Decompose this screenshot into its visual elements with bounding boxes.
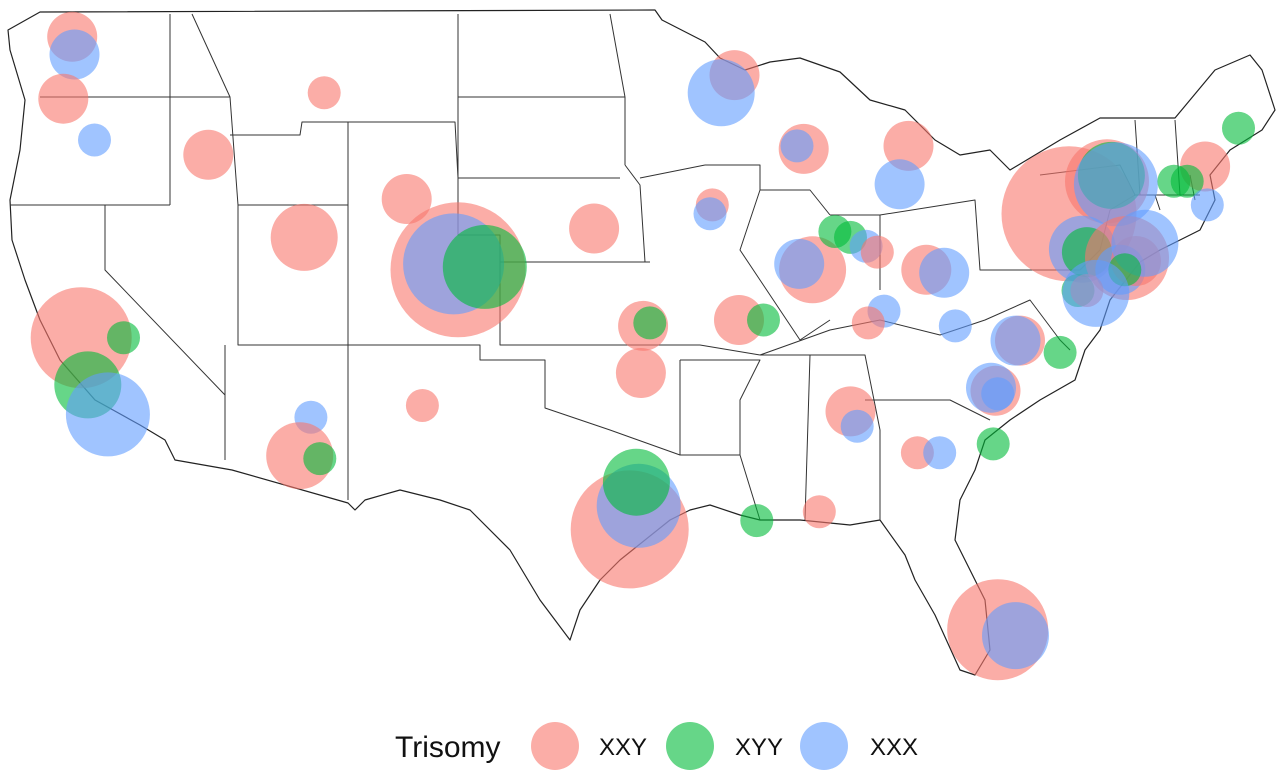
marker-xxx bbox=[780, 129, 814, 163]
marker-xxx bbox=[687, 59, 755, 127]
legend-items: XXY XYY XXX bbox=[531, 722, 918, 770]
legend: Trisomy XXY XYY XXX bbox=[395, 722, 918, 770]
marker-xxy bbox=[569, 203, 620, 254]
marker-xxy bbox=[405, 389, 439, 422]
marker-xxx bbox=[693, 197, 727, 231]
marker-xxy bbox=[883, 120, 934, 171]
marker-xxx bbox=[1073, 142, 1158, 227]
marker-xyy bbox=[1222, 111, 1255, 145]
marker-xyy bbox=[602, 448, 670, 516]
marker-xyy bbox=[976, 427, 1010, 461]
marker-xxx bbox=[1190, 188, 1224, 222]
marker-xxx bbox=[1062, 259, 1130, 327]
marker-xxy bbox=[851, 306, 885, 340]
legend-key-xxy bbox=[531, 722, 579, 770]
marker-xxx bbox=[774, 238, 825, 289]
marker-xxy bbox=[307, 76, 341, 110]
marker-xxy bbox=[38, 73, 89, 124]
legend-key-xxx bbox=[800, 722, 848, 770]
marker-xxy bbox=[270, 203, 338, 271]
marker-xyy bbox=[107, 321, 140, 355]
marker-xxx bbox=[49, 29, 100, 80]
marker-xyy bbox=[1043, 335, 1077, 369]
marker-xxx bbox=[65, 372, 150, 457]
markers-layer bbox=[30, 11, 1255, 681]
marker-xxy bbox=[714, 295, 764, 345]
marker-xxx bbox=[982, 602, 1049, 670]
legend-label-xyy: XYY bbox=[735, 734, 783, 761]
marker-xyy bbox=[303, 442, 337, 476]
marker-xyy bbox=[633, 306, 667, 340]
marker-xyy bbox=[442, 224, 527, 309]
marker-xxy bbox=[381, 174, 432, 224]
marker-xyy bbox=[747, 303, 780, 337]
marker-xxx bbox=[874, 159, 925, 210]
legend-key-xyy bbox=[666, 722, 714, 770]
marker-xxx bbox=[919, 247, 970, 298]
marker-xxy bbox=[615, 348, 666, 398]
marker-xxx bbox=[981, 377, 1015, 411]
marker-xxx bbox=[923, 436, 957, 470]
marker-xyy bbox=[740, 504, 774, 538]
marker-xxy bbox=[183, 129, 234, 180]
legend-title: Trisomy bbox=[395, 731, 501, 764]
legend-label-xxy: XXY bbox=[599, 734, 647, 761]
marker-xxy bbox=[802, 495, 836, 529]
marker-xxy bbox=[860, 235, 894, 269]
legend-label-xxx: XXX bbox=[870, 734, 918, 761]
marker-xxx bbox=[840, 409, 874, 443]
marker-xyy bbox=[1170, 164, 1204, 198]
marker-xxx bbox=[938, 309, 972, 343]
marker-xxx bbox=[78, 123, 111, 157]
marker-xxx bbox=[990, 315, 1041, 366]
